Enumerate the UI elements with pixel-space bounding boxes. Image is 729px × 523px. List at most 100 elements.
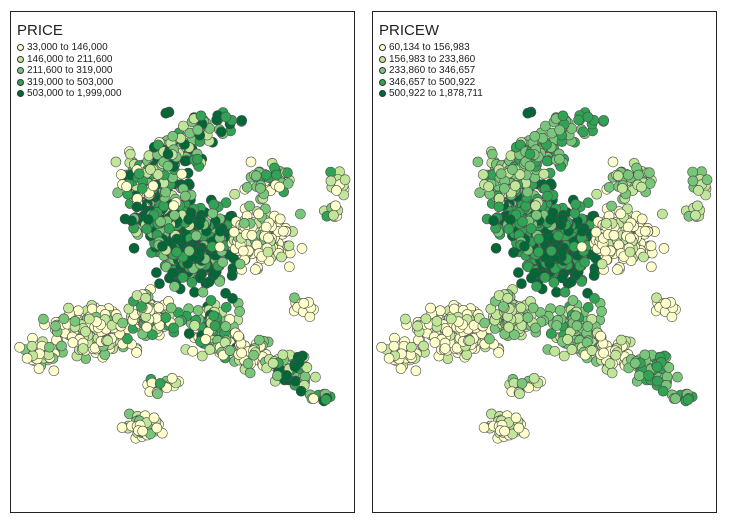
property-point [192, 153, 203, 165]
property-point [589, 293, 600, 304]
property-point [67, 337, 79, 348]
property-point [162, 160, 174, 172]
legend-swatch-icon [17, 44, 24, 52]
property-point [194, 246, 206, 257]
property-point [690, 210, 701, 221]
property-point [207, 208, 218, 219]
property-point [657, 208, 668, 220]
property-point [121, 181, 132, 192]
property-point [528, 372, 540, 384]
property-point [160, 312, 172, 323]
property-point [499, 183, 510, 194]
legend-swatch-icon [17, 67, 24, 75]
property-point [192, 124, 203, 136]
property-point [522, 107, 534, 119]
property-point [242, 358, 254, 369]
property-point [562, 334, 573, 345]
property-point [660, 297, 672, 309]
property-point [645, 240, 657, 252]
property-point [277, 349, 289, 361]
property-point [260, 221, 272, 233]
property-point [639, 349, 651, 361]
property-point [145, 164, 156, 175]
property-point [598, 347, 609, 359]
pricew-legend-item: 60,134 to 156,983 [379, 42, 483, 54]
property-point [527, 302, 539, 314]
property-point [429, 337, 441, 348]
legend-label: 33,000 to 146,000 [27, 42, 108, 54]
legend-swatch-icon [17, 90, 24, 98]
property-point [624, 246, 636, 258]
legend-label: 319,000 to 503,000 [27, 76, 114, 88]
property-point [556, 246, 568, 257]
property-point [290, 375, 301, 387]
property-point [573, 114, 584, 126]
property-point [388, 340, 400, 352]
property-point [625, 232, 636, 244]
property-point [160, 186, 171, 198]
price-legend-item: 503,000 to 1,999,000 [17, 88, 122, 100]
property-point [554, 124, 565, 136]
property-point [488, 215, 499, 226]
property-point [21, 352, 33, 364]
property-point [412, 320, 423, 332]
pricew-legend-item: 156,983 to 233,860 [379, 54, 483, 66]
property-point [545, 328, 557, 339]
property-point [464, 335, 475, 346]
property-point [141, 321, 153, 333]
property-point [579, 256, 590, 268]
property-point [151, 267, 162, 278]
property-point [204, 344, 216, 355]
property-point [533, 246, 544, 258]
property-point [325, 166, 336, 178]
property-point [503, 321, 515, 333]
legend-swatch-icon [379, 78, 386, 86]
property-point [547, 207, 559, 219]
property-point [195, 110, 207, 122]
property-point [320, 394, 332, 405]
property-point [44, 341, 55, 353]
property-point [516, 378, 528, 389]
property-point [216, 126, 227, 138]
property-point [248, 349, 259, 361]
property-point [571, 320, 583, 332]
legend-label: 146,000 to 211,600 [27, 53, 113, 65]
property-point [271, 169, 282, 181]
property-point [530, 200, 541, 211]
property-point [236, 347, 247, 359]
property-point [610, 349, 621, 361]
property-point [658, 243, 670, 254]
property-point [153, 302, 165, 314]
property-point [578, 126, 589, 138]
property-point [152, 169, 164, 180]
property-point [177, 272, 189, 283]
property-point [524, 148, 536, 160]
property-point [272, 370, 283, 382]
property-point [395, 363, 407, 374]
property-point [296, 243, 308, 254]
property-point [376, 341, 387, 353]
property-point [629, 357, 641, 369]
property-point [209, 320, 221, 332]
property-point [143, 214, 154, 225]
property-point [542, 190, 553, 202]
property-point [493, 347, 504, 358]
property-point [330, 200, 341, 212]
property-point [670, 393, 681, 405]
property-point [339, 174, 351, 185]
property-point [14, 341, 25, 353]
property-point [606, 367, 618, 379]
property-point [163, 223, 175, 234]
property-point [234, 258, 246, 270]
legend-label: 500,922 to 1,878,711 [389, 88, 483, 100]
price-legend-item: 319,000 to 503,000 [17, 77, 122, 89]
property-point [200, 334, 211, 345]
property-point [245, 156, 257, 168]
price-point-map [14, 106, 351, 444]
property-point [63, 302, 74, 314]
property-point [253, 208, 264, 220]
property-point [176, 168, 188, 180]
property-point [277, 225, 289, 237]
property-point [554, 153, 565, 165]
property-point [246, 230, 258, 241]
